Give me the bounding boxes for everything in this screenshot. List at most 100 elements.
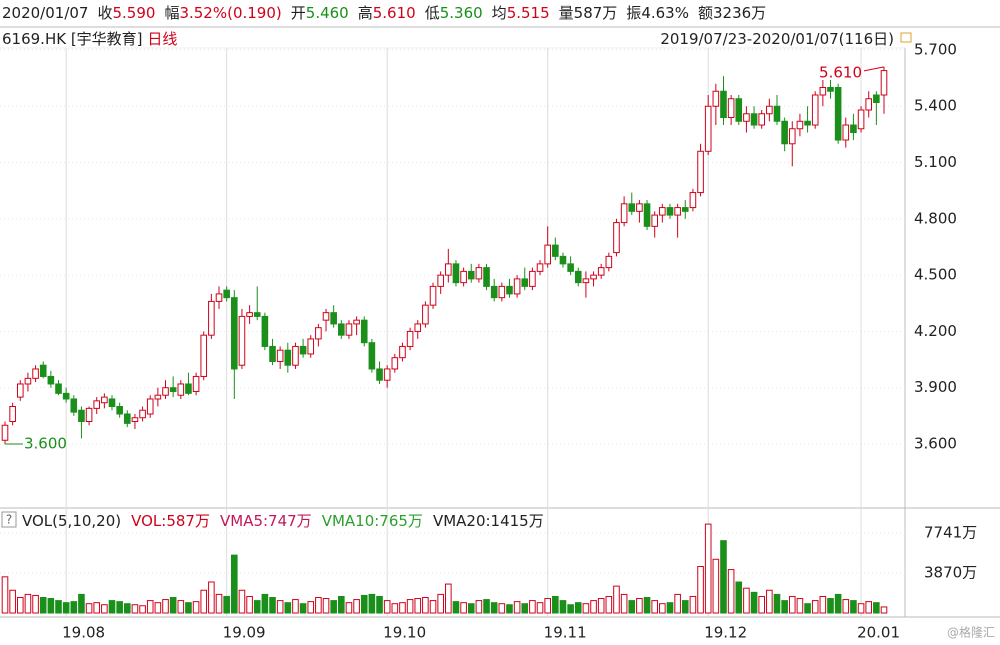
volume-bar <box>154 602 162 614</box>
candle-body <box>873 94 880 103</box>
candle-body <box>62 392 70 400</box>
candle-body <box>704 105 712 152</box>
candle-body <box>735 98 743 122</box>
volume-bar <box>865 601 873 614</box>
quote-date: 2020/01/07 <box>2 4 89 22</box>
candle-body <box>253 312 261 317</box>
candle-body <box>467 270 475 280</box>
candle-body <box>9 405 16 422</box>
candle-body <box>544 244 551 265</box>
candle-body <box>651 214 658 227</box>
volume-bar <box>643 596 651 614</box>
volume-bar <box>850 600 857 614</box>
volume-bar <box>704 523 712 614</box>
candle-body <box>192 375 200 392</box>
candle-body <box>353 319 360 325</box>
candle-body <box>483 267 490 287</box>
volume-bar <box>804 603 811 614</box>
x-tick-label: 19.08 <box>62 624 105 642</box>
quote-key: 振 <box>626 4 642 22</box>
quote-key: 低 <box>424 4 440 22</box>
volume-bar <box>345 602 353 614</box>
candle-body <box>559 255 567 265</box>
candle-body <box>567 263 574 272</box>
candle-body <box>498 285 506 299</box>
candle-body <box>620 203 628 224</box>
volume-bar <box>284 602 292 614</box>
candle-body <box>231 297 238 370</box>
candle-body <box>55 383 62 394</box>
candle-body <box>529 270 536 287</box>
x-tick-label: 19.09 <box>223 624 266 642</box>
candle-body <box>368 342 376 370</box>
candle-body <box>850 124 857 134</box>
volume-bar <box>781 600 788 614</box>
volume-bar <box>620 593 628 614</box>
volume-bar <box>720 540 727 614</box>
volume-bar <box>574 602 582 614</box>
candle-body <box>842 124 850 141</box>
volume-bar <box>1 576 9 614</box>
candle-body <box>146 398 154 415</box>
volume-bar <box>330 600 337 614</box>
volume-bar <box>208 581 215 614</box>
y-tick-label: 4.200 <box>914 322 957 340</box>
candle-body <box>681 207 689 212</box>
volume-bar <box>674 593 681 614</box>
volume-bar <box>689 595 697 614</box>
volume-bar <box>85 603 93 614</box>
x-tick-label: 19.10 <box>383 624 426 642</box>
volume-bar <box>681 600 689 614</box>
y-tick-label: 3.600 <box>914 435 957 453</box>
volume-bar <box>544 598 551 614</box>
volume-bar <box>246 595 253 614</box>
volume-bar <box>758 595 766 614</box>
watermark: @格隆汇 <box>947 625 995 640</box>
help-icon-text[interactable]: ? <box>6 513 12 527</box>
candle-body <box>93 400 101 409</box>
candle-body <box>597 267 605 276</box>
volume-bar <box>360 594 368 614</box>
legend-entry: VMA10:765万 <box>322 512 423 530</box>
volume-bar <box>498 603 506 614</box>
candle-body <box>292 345 299 366</box>
volume-bar <box>834 593 842 614</box>
legend-entry: VMA20:1415万 <box>433 512 544 530</box>
candle-body <box>414 323 422 332</box>
x-tick-label: 20.01 <box>857 624 900 642</box>
volume-bar <box>292 599 299 614</box>
lock-icon[interactable] <box>900 32 912 43</box>
y-tick-label: 3870万 <box>924 564 977 582</box>
volume-bar <box>406 599 414 614</box>
quote-value: 3.52%(0.190) <box>179 4 282 22</box>
candle-body <box>781 120 788 145</box>
legend-entry: VOL(5,10,20) <box>22 512 121 530</box>
volume-bar <box>131 604 139 614</box>
candle-body <box>865 98 873 111</box>
volume-bar <box>559 600 567 614</box>
volume-bar <box>437 593 444 614</box>
candle-body <box>345 323 353 336</box>
candle-body <box>200 334 208 377</box>
candle-body <box>689 192 697 209</box>
candle-body <box>460 270 467 284</box>
volume-bar <box>567 604 574 614</box>
quote-key: 均 <box>491 4 507 22</box>
volume-bar <box>261 593 269 614</box>
candle-body <box>636 203 643 212</box>
y-tick-label: 5.100 <box>914 153 957 171</box>
candle-body <box>574 270 582 284</box>
volume-bar <box>582 603 590 614</box>
candle-body <box>78 409 85 422</box>
volume-bar <box>39 596 47 614</box>
legend-entry: VOL:587万 <box>131 512 210 530</box>
volume-bar <box>399 602 406 614</box>
help-icon[interactable] <box>1 511 17 528</box>
candle-body <box>720 90 727 119</box>
candle-body <box>123 413 131 424</box>
volume-bar <box>299 603 307 614</box>
candle-body <box>169 387 177 392</box>
x-tick-label: 19.11 <box>544 624 587 642</box>
candle-body <box>185 383 192 394</box>
